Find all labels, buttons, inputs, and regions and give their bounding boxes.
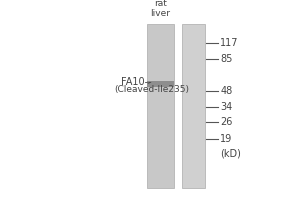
- Text: 34: 34: [220, 102, 232, 112]
- Text: 85: 85: [220, 54, 233, 64]
- Text: 117: 117: [220, 38, 239, 48]
- Bar: [182, 24, 205, 188]
- Text: liver: liver: [151, 9, 170, 18]
- Text: 48: 48: [220, 86, 232, 96]
- Bar: [147, 81, 174, 87]
- Text: FA10--: FA10--: [121, 77, 152, 87]
- Text: 26: 26: [220, 117, 233, 127]
- Text: (kD): (kD): [220, 149, 241, 159]
- Bar: [147, 24, 174, 188]
- Text: (Cleaved-Ile235): (Cleaved-Ile235): [114, 85, 189, 94]
- Text: 19: 19: [220, 134, 232, 144]
- Text: rat: rat: [154, 0, 167, 8]
